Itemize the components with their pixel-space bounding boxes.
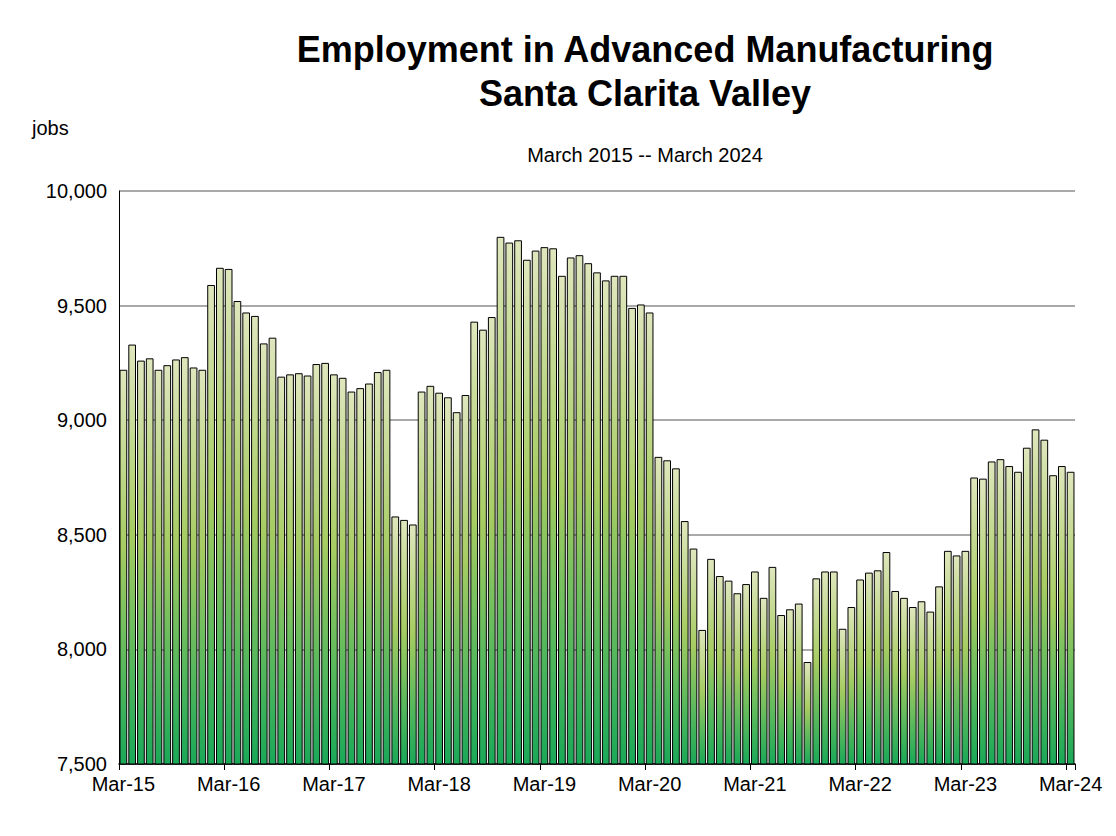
svg-text:Mar-16: Mar-16 (197, 773, 260, 795)
svg-text:Employment in Advanced Manufac: Employment in Advanced Manufacturing (297, 29, 994, 70)
svg-text:Mar-15: Mar-15 (92, 773, 155, 795)
svg-text:Mar-19: Mar-19 (513, 773, 576, 795)
svg-text:Mar-22: Mar-22 (828, 773, 891, 795)
svg-text:Mar-21: Mar-21 (723, 773, 786, 795)
svg-text:8,500: 8,500 (57, 524, 107, 546)
svg-text:Mar-18: Mar-18 (407, 773, 470, 795)
svg-text:Santa Clarita Valley: Santa Clarita Valley (479, 73, 811, 114)
svg-text:March 2015 -- March 2024: March 2015 -- March 2024 (527, 144, 763, 166)
svg-text:7,500: 7,500 (57, 753, 107, 775)
svg-text:Mar-23: Mar-23 (934, 773, 997, 795)
svg-text:Mar-17: Mar-17 (302, 773, 365, 795)
svg-text:Mar-20: Mar-20 (618, 773, 681, 795)
svg-text:jobs: jobs (31, 117, 69, 139)
svg-text:Mar-24: Mar-24 (1039, 773, 1102, 795)
svg-text:9,500: 9,500 (57, 295, 107, 317)
svg-text:9,000: 9,000 (57, 409, 107, 431)
svg-text:10,000: 10,000 (46, 180, 107, 202)
svg-text:8,000: 8,000 (57, 638, 107, 660)
